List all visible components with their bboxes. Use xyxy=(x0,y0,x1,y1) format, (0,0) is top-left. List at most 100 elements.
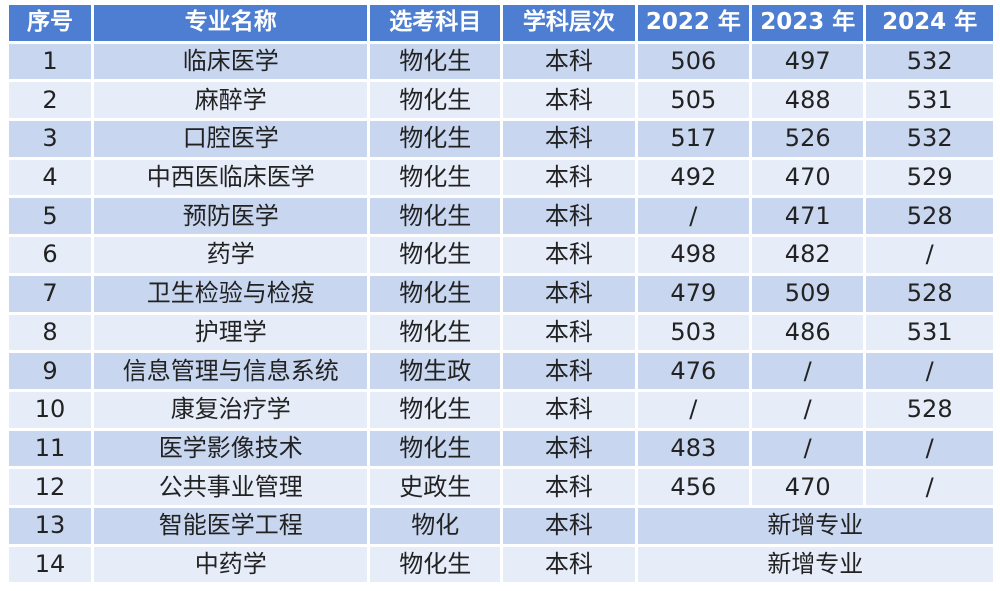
cell-subjects: 物化生 xyxy=(370,82,501,119)
cell-level: 本科 xyxy=(503,430,635,467)
cell-major: 麻醉学 xyxy=(94,82,368,119)
admission-score-table: 序号 专业名称 选考科目 学科层次 2022 年 2023 年 2024 年 1… xyxy=(6,2,996,585)
cell-score-2022: 498 xyxy=(637,237,750,273)
cell-index: 3 xyxy=(9,121,92,157)
cell-score-2023: / xyxy=(752,430,864,467)
cell-subjects: 物化生 xyxy=(370,159,501,196)
cell-subjects: 物化生 xyxy=(370,546,501,583)
table-row: 10 康复治疗学 物化生 本科 //528 xyxy=(9,391,993,428)
cell-level: 本科 xyxy=(503,198,635,235)
cell-major: 康复治疗学 xyxy=(94,391,368,428)
cell-subjects: 物化生 xyxy=(370,237,501,273)
cell-major: 智能医学工程 xyxy=(94,507,368,544)
cell-subjects: 物化生 xyxy=(370,43,501,80)
cell-index: 2 xyxy=(9,82,92,119)
cell-major: 预防医学 xyxy=(94,198,368,235)
cell-index: 6 xyxy=(9,237,92,273)
cell-new-major-note: 新增专业 xyxy=(637,507,993,544)
header-2023: 2023 年 xyxy=(752,5,864,41)
header-level: 学科层次 xyxy=(503,5,635,41)
header-index: 序号 xyxy=(9,5,92,41)
cell-subjects: 物化生 xyxy=(370,275,501,312)
cell-index: 12 xyxy=(9,469,92,505)
cell-score-2024: 528 xyxy=(866,391,993,428)
table-body: 1 临床医学 物化生 本科 506 497 532 2 麻醉学 物化生 本科 505 488 531 3 口腔… xyxy=(9,43,993,583)
cell-index: 8 xyxy=(9,314,92,351)
table-row: 11 医学影像技术 物化生 本科 483// xyxy=(9,430,993,467)
header-2024: 2024 年 xyxy=(866,5,993,41)
header-row: 序号 专业名称 选考科目 学科层次 2022 年 2023 年 2024 年 xyxy=(9,5,993,41)
cell-score-2024: 531 xyxy=(866,314,993,351)
cell-index: 5 xyxy=(9,198,92,235)
cell-score-2024: 532 xyxy=(866,43,993,80)
table-row: 7 卫生检验与检疫 物化生 本科 479 509 528 xyxy=(9,275,993,312)
table-row: 3 口腔医学 物化生 本科 517 526 532 xyxy=(9,121,993,157)
cell-score-2023: 509 xyxy=(752,275,864,312)
cell-score-2023: / xyxy=(752,353,864,389)
cell-level: 本科 xyxy=(503,391,635,428)
header-major: 专业名称 xyxy=(94,5,368,41)
header-2022: 2022 年 xyxy=(637,5,750,41)
cell-score-2022: 492 xyxy=(637,159,750,196)
cell-score-2022: 506 xyxy=(637,43,750,80)
cell-level: 本科 xyxy=(503,469,635,505)
table-row: 1 临床医学 物化生 本科 506 497 532 xyxy=(9,43,993,80)
cell-score-2023: 471 xyxy=(752,198,864,235)
cell-subjects: 物化生 xyxy=(370,391,501,428)
cell-score-2022: / xyxy=(637,198,750,235)
cell-level: 本科 xyxy=(503,237,635,273)
cell-score-2023: 488 xyxy=(752,82,864,119)
cell-score-2022: 476 xyxy=(637,353,750,389)
cell-score-2024: / xyxy=(866,237,993,273)
cell-score-2022: 503 xyxy=(637,314,750,351)
table-row: 8 护理学 物化生 本科 503 486 531 xyxy=(9,314,993,351)
cell-index: 4 xyxy=(9,159,92,196)
cell-score-2023: 470 xyxy=(752,159,864,196)
cell-major: 口腔医学 xyxy=(94,121,368,157)
cell-index: 11 xyxy=(9,430,92,467)
table-row: 9 信息管理与信息系统 物生政 本科 476// xyxy=(9,353,993,389)
table-header: 序号 专业名称 选考科目 学科层次 2022 年 2023 年 2024 年 xyxy=(9,5,993,41)
header-subjects: 选考科目 xyxy=(370,5,501,41)
cell-subjects: 物化 xyxy=(370,507,501,544)
table-row: 4 中西医临床医学 物化生 本科 492 470 529 xyxy=(9,159,993,196)
cell-score-2023: 486 xyxy=(752,314,864,351)
cell-major: 临床医学 xyxy=(94,43,368,80)
cell-major: 卫生检验与检疫 xyxy=(94,275,368,312)
cell-major: 药学 xyxy=(94,237,368,273)
cell-major: 中药学 xyxy=(94,546,368,583)
cell-level: 本科 xyxy=(503,82,635,119)
table-row: 6 药学 物化生 本科 498 482/ xyxy=(9,237,993,273)
cell-score-2023: 497 xyxy=(752,43,864,80)
cell-score-2024: 532 xyxy=(866,121,993,157)
cell-major: 公共事业管理 xyxy=(94,469,368,505)
table-row: 2 麻醉学 物化生 本科 505 488 531 xyxy=(9,82,993,119)
cell-score-2022: / xyxy=(637,391,750,428)
table-row: 13 智能医学工程 物化 本科 新增专业 xyxy=(9,507,993,544)
cell-major: 信息管理与信息系统 xyxy=(94,353,368,389)
cell-score-2022: 479 xyxy=(637,275,750,312)
cell-subjects: 物化生 xyxy=(370,198,501,235)
cell-score-2023: / xyxy=(752,391,864,428)
table-row: 14 中药学 物化生 本科 新增专业 xyxy=(9,546,993,583)
cell-level: 本科 xyxy=(503,159,635,196)
cell-index: 9 xyxy=(9,353,92,389)
cell-subjects: 史政生 xyxy=(370,469,501,505)
cell-score-2022: 483 xyxy=(637,430,750,467)
cell-subjects: 物化生 xyxy=(370,121,501,157)
cell-score-2023: 526 xyxy=(752,121,864,157)
cell-level: 本科 xyxy=(503,275,635,312)
cell-subjects: 物化生 xyxy=(370,430,501,467)
cell-new-major-note: 新增专业 xyxy=(637,546,993,583)
cell-index: 1 xyxy=(9,43,92,80)
cell-score-2022: 456 xyxy=(637,469,750,505)
cell-score-2024: / xyxy=(866,353,993,389)
cell-score-2024: / xyxy=(866,430,993,467)
table-row: 5 预防医学 物化生 本科/471 528 xyxy=(9,198,993,235)
cell-level: 本科 xyxy=(503,546,635,583)
cell-index: 7 xyxy=(9,275,92,312)
cell-score-2024: / xyxy=(866,469,993,505)
cell-major: 护理学 xyxy=(94,314,368,351)
cell-level: 本科 xyxy=(503,353,635,389)
